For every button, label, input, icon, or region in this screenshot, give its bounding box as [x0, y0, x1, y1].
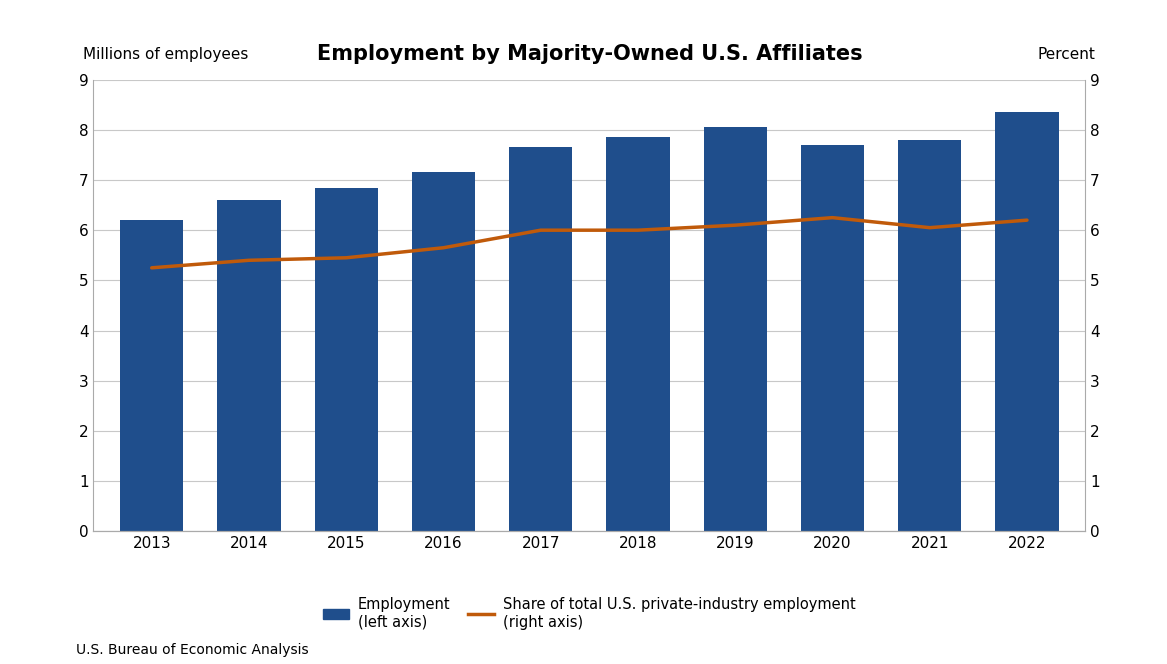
Bar	[995, 112, 1058, 531]
Text: Percent: Percent	[1037, 46, 1095, 62]
Bar	[704, 127, 767, 531]
Bar	[801, 145, 864, 531]
Bar	[607, 137, 670, 531]
Bar	[412, 173, 475, 531]
Text: U.S. Bureau of Economic Analysis: U.S. Bureau of Economic Analysis	[76, 643, 308, 657]
Bar	[509, 147, 572, 531]
Bar	[120, 220, 183, 531]
Bar	[217, 200, 280, 531]
Bar	[315, 187, 378, 531]
Bar	[899, 140, 962, 531]
Legend: Employment
(left axis), Share of total U.S. private-industry employment
(right a: Employment (left axis), Share of total U…	[323, 597, 855, 629]
Text: Millions of employees: Millions of employees	[84, 46, 249, 62]
Title: Employment by Majority-Owned U.S. Affiliates: Employment by Majority-Owned U.S. Affili…	[316, 44, 862, 64]
